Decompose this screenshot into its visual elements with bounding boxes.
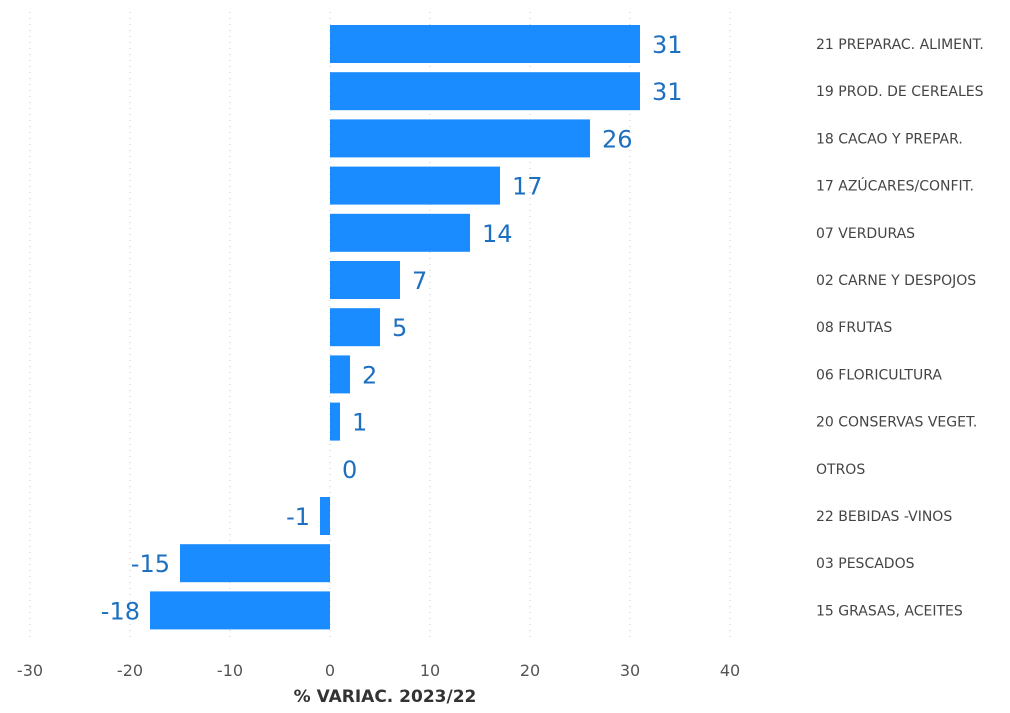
- category-label-12: 15 GRASAS, ACEITES: [816, 603, 963, 619]
- x-tick-label-7: 40: [720, 661, 740, 680]
- data-label-12: -18: [101, 597, 140, 625]
- data-labels: 31 31 26 17 14 752 1 0 -1 -15 -18: [101, 31, 683, 625]
- bar-0: [330, 25, 640, 63]
- category-label-11: 03 PESCADOS: [816, 556, 915, 572]
- category-label-10: 22 BEBIDAS -VINOS: [816, 509, 952, 525]
- bar-7: [330, 355, 350, 394]
- x-axis-ticks: -30 -20 -10 0 10 20 30 40: [17, 661, 740, 680]
- bar-4: [330, 213, 470, 252]
- bar-11: [180, 544, 330, 583]
- bar-8: [330, 402, 340, 441]
- data-label-2: 26: [602, 125, 633, 153]
- bar-6: [330, 308, 380, 347]
- x-tick-label-2: -10: [217, 661, 243, 680]
- bar-5: [330, 261, 400, 299]
- data-label-3: 17: [512, 173, 543, 201]
- category-label-3: 17 AZÚCARES/CONFIT.: [816, 177, 974, 195]
- category-labels: 21 PREPARAC. ALIMENT. 19 PROD. DE CEREALE…: [816, 37, 984, 619]
- bar-3: [330, 166, 500, 205]
- data-label-5: 7: [412, 267, 427, 295]
- category-label-8: 20 CONSERVAS VEGET.: [816, 415, 977, 431]
- category-label-1: 19 PROD. DE CEREALES: [816, 84, 984, 100]
- x-tick-label-0: -30: [17, 661, 43, 680]
- x-tick-label-1: -20: [117, 661, 143, 680]
- x-tick-label-5: 20: [520, 661, 540, 680]
- data-label-7: 2: [362, 361, 377, 389]
- category-label-7: 06 FLORICULTURA: [816, 367, 942, 383]
- x-tick-label-3: 0: [325, 661, 335, 680]
- bars: [150, 25, 640, 630]
- bar-2: [330, 119, 590, 158]
- data-label-10: -1: [286, 503, 310, 531]
- data-label-9: 0: [342, 456, 357, 484]
- x-axis-title: % VARIAC. 2023/22: [294, 687, 477, 707]
- data-label-0: 31: [652, 31, 683, 59]
- x-tick-label-4: 10: [420, 661, 440, 680]
- data-label-11: -15: [131, 550, 170, 578]
- category-label-9: OTROS: [816, 462, 865, 478]
- data-label-1: 31: [652, 78, 683, 106]
- category-label-5: 02 CARNE Y DESPOJOS: [816, 273, 976, 289]
- category-label-6: 08 FRUTAS: [816, 320, 892, 336]
- data-label-8: 1: [352, 409, 367, 437]
- bar-12: [150, 591, 330, 630]
- bar-10: [320, 497, 330, 535]
- x-tick-label-6: 30: [620, 661, 640, 680]
- data-label-4: 14: [482, 220, 513, 248]
- category-label-4: 07 VERDURAS: [816, 226, 915, 242]
- category-label-0: 21 PREPARAC. ALIMENT.: [816, 37, 984, 53]
- data-label-6: 5: [392, 314, 407, 342]
- category-label-2: 18 CACAO Y PREPAR.: [816, 131, 963, 147]
- bar-1: [330, 72, 640, 111]
